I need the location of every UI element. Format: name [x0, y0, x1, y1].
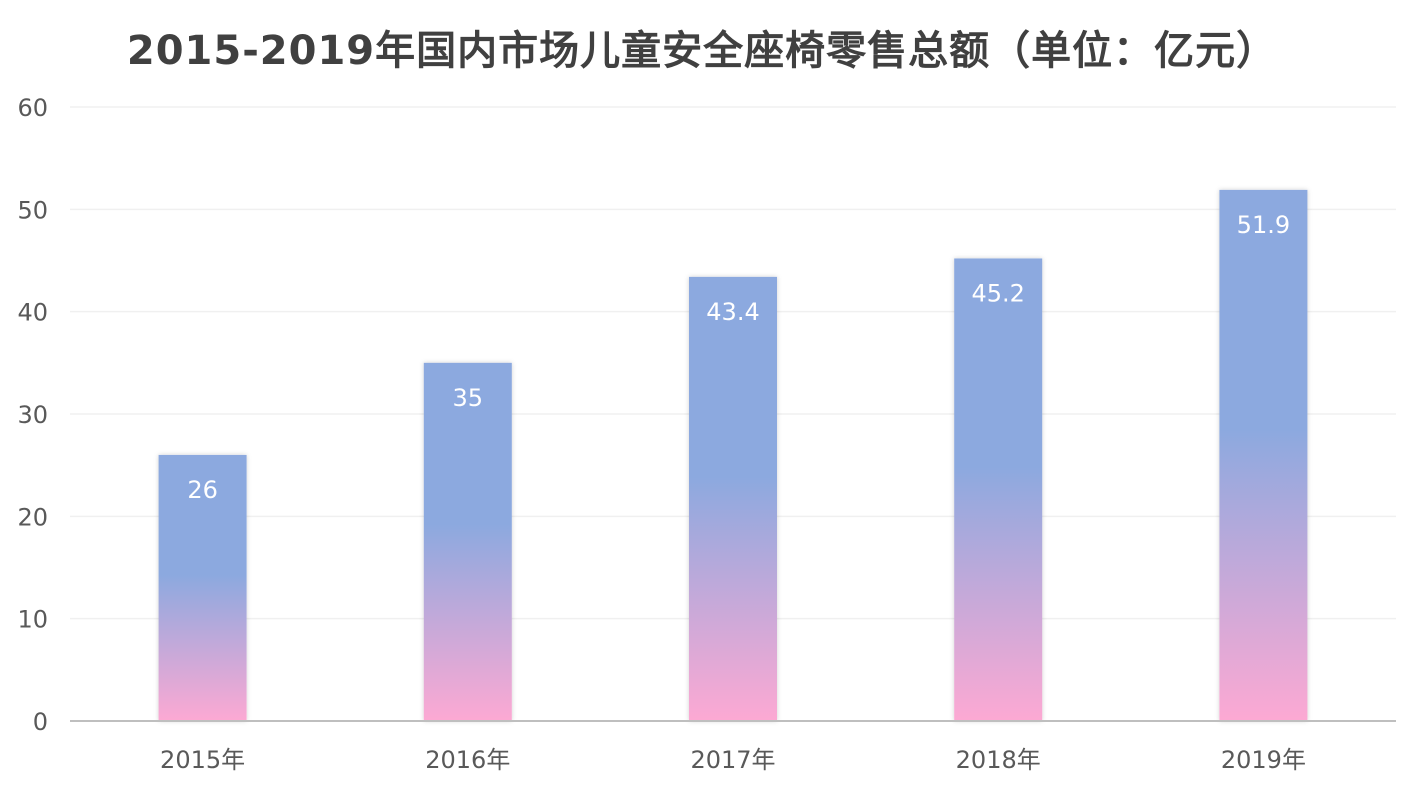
- data-label: 35: [453, 384, 484, 412]
- x-tick-label: 2016年: [425, 746, 510, 774]
- y-tick-label: 30: [17, 401, 48, 429]
- y-tick-label: 20: [17, 503, 48, 531]
- data-label: 51.9: [1237, 211, 1290, 239]
- bar: [1219, 189, 1308, 721]
- data-label: 26: [187, 476, 218, 504]
- x-tick-label: 2018年: [956, 746, 1041, 774]
- chart-title: 2015-2019年国内市场儿童安全座椅零售总额（单位：亿元）: [126, 28, 1278, 74]
- y-tick-label: 0: [33, 708, 48, 736]
- bar: [158, 454, 247, 721]
- y-tick-label: 10: [17, 606, 48, 634]
- data-label: 43.4: [706, 298, 759, 326]
- x-tick-label: 2015年: [160, 746, 245, 774]
- x-axis-category-labels: 2015年 2016年 2017年 2018年 2019年: [160, 746, 1306, 774]
- y-tick-label: 60: [17, 94, 48, 122]
- x-tick-label: 2017年: [690, 746, 775, 774]
- y-axis-tick-labels: 0 10 20 30 40 50 60: [17, 94, 48, 736]
- x-tick-label: 2019年: [1221, 746, 1306, 774]
- bar: [954, 258, 1043, 721]
- bar: [423, 362, 512, 721]
- data-labels: 26 35 43.4 45.2 51.9: [187, 211, 1290, 504]
- data-label: 45.2: [971, 279, 1024, 307]
- bars: [158, 189, 1308, 721]
- y-tick-label: 50: [17, 196, 48, 224]
- bar: [689, 276, 777, 721]
- y-tick-label: 40: [17, 299, 48, 327]
